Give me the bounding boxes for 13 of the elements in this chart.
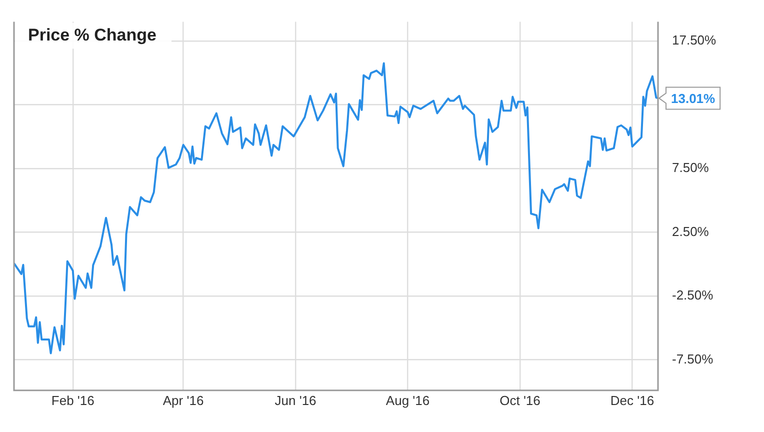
- y-tick-label: 17.50%: [672, 32, 717, 48]
- y-tick-label: 7.50%: [672, 160, 710, 176]
- x-tick-label: Feb '16: [51, 392, 94, 408]
- x-tick-label: Aug '16: [386, 392, 430, 408]
- y-tick-label: -7.50%: [672, 351, 714, 366]
- chart-title: Price % Change: [28, 25, 156, 44]
- x-tick-label: Jun '16: [274, 392, 316, 408]
- annotation: 13.01%: [671, 90, 716, 106]
- y-tick-label: 2.50%: [672, 224, 710, 239]
- x-tick-label: Dec '16: [610, 392, 654, 408]
- y-tick-label: -2.50%: [672, 288, 714, 303]
- x-tick-label: Oct '16: [500, 392, 540, 408]
- x-tick-label: Apr '16: [162, 392, 204, 408]
